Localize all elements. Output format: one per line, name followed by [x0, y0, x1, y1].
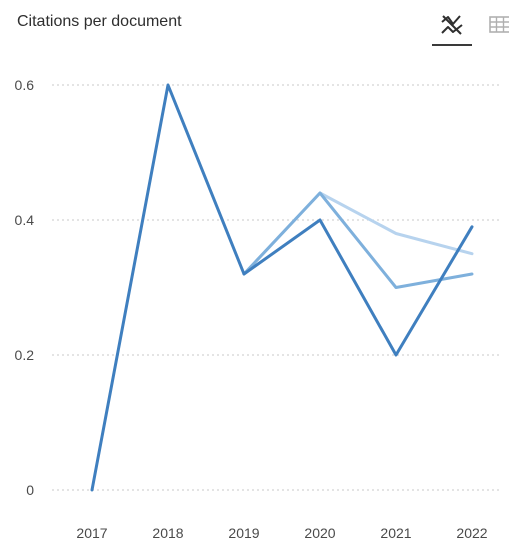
y-tick-label: 0.4 [15, 212, 35, 228]
series-line-2 [242, 191, 474, 276]
x-tick-label: 2020 [304, 525, 335, 541]
series-line-0 [90, 83, 474, 492]
y-tick-label: 0.6 [15, 77, 35, 93]
table-view-button[interactable] [480, 4, 509, 46]
x-tick-label: 2021 [380, 525, 411, 541]
chart-header: Citations per document [0, 0, 509, 56]
series-line-1 [242, 191, 474, 289]
line-chart: 0 0.2 0.4 0.6 2017 2018 2019 2020 2021 2022 [15, 77, 500, 541]
active-view-indicator [432, 44, 472, 46]
chart-title: Citations per document [17, 13, 182, 30]
x-tick-label: 2017 [76, 525, 107, 541]
y-tick-label: 0 [26, 482, 34, 498]
y-tick-label: 0.2 [15, 347, 35, 363]
x-tick-label: 2019 [228, 525, 259, 541]
chart-view-button[interactable] [430, 4, 474, 46]
x-tick-label: 2018 [152, 525, 183, 541]
line-chart-icon [441, 15, 463, 35]
table-grid-icon [489, 16, 509, 33]
x-tick-label: 2022 [456, 525, 487, 541]
